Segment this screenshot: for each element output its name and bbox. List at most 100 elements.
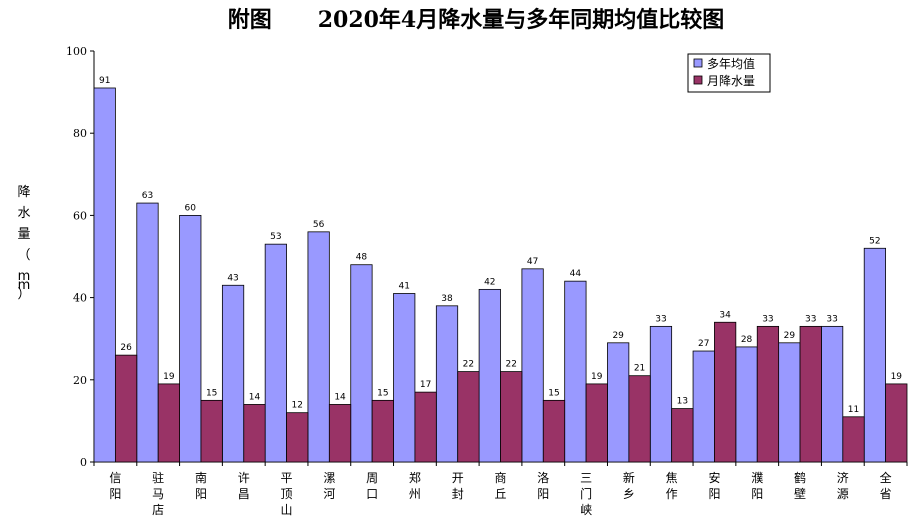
bar-precipitation: [885, 383, 908, 463]
data-label: 47: [527, 257, 538, 267]
data-label: 19: [891, 372, 903, 382]
bar-precipitation: [243, 404, 266, 463]
data-label: 34: [719, 310, 731, 320]
category-label-char: 新: [623, 470, 635, 485]
data-label: 26: [120, 343, 132, 353]
bar-average: [221, 284, 245, 463]
data-label: 19: [163, 372, 175, 382]
bar-precipitation: [457, 371, 480, 463]
category-label: 三门峡: [580, 471, 592, 517]
category-label-char: 三: [580, 471, 592, 485]
chart-title: 附图 2020年4月降水量与多年同期均值比较图: [228, 7, 725, 33]
category-label-char: 鹤: [794, 470, 806, 485]
category-label-char: 阳: [537, 487, 549, 501]
data-label: 12: [292, 401, 303, 411]
bars: [93, 87, 908, 463]
bar-average: [521, 268, 544, 463]
data-label: 48: [356, 253, 368, 263]
category-label-char: 阳: [708, 487, 720, 501]
y-tick-label: 0: [80, 456, 87, 469]
bar-average: [435, 305, 459, 463]
bar-average: [692, 350, 715, 463]
bar-average: [307, 231, 330, 463]
category-label-char: 马: [152, 487, 164, 501]
bar-precipitation: [414, 391, 437, 463]
category-label-char: 门: [580, 486, 592, 501]
data-label: 33: [762, 314, 773, 324]
category-label-char: 周: [366, 471, 378, 485]
bar-precipitation: [371, 399, 394, 463]
y-axis-label-char: m: [18, 278, 31, 293]
category-label: 洛阳: [537, 470, 549, 501]
category-label-char: 南: [195, 470, 207, 485]
data-label: 60: [185, 203, 197, 213]
bar-precipitation: [286, 412, 309, 463]
y-axis-label-char: （: [17, 248, 30, 263]
category-label-char: 阳: [109, 487, 121, 501]
category-label: 鹤壁: [794, 470, 806, 501]
category-label-char: 开: [452, 471, 464, 485]
category-label: 驻马店: [152, 470, 164, 517]
category-label-char: 阳: [751, 487, 763, 501]
y-axis-label-char: m: [18, 269, 31, 284]
category-label-char: 丘: [494, 487, 506, 501]
category-label: 焦作: [666, 471, 678, 501]
y-axis-label-char: ）: [17, 287, 30, 302]
data-label: 27: [698, 339, 709, 349]
bar-precipitation: [714, 321, 737, 463]
bar-average: [393, 293, 416, 463]
bar-average: [821, 325, 844, 463]
category-label-char: 焦: [666, 471, 678, 485]
data-label: 33: [655, 314, 666, 324]
data-label: 91: [99, 76, 110, 86]
bar-average: [735, 346, 758, 463]
data-label: 33: [826, 314, 837, 324]
category-label: 南阳: [195, 470, 207, 501]
data-label: 43: [227, 273, 238, 283]
bar-average: [607, 342, 630, 463]
category-label-char: 顶: [281, 487, 293, 501]
category-label: 周口: [366, 471, 378, 501]
category-label-char: 店: [152, 503, 164, 517]
bar-average: [136, 202, 159, 463]
data-label: 53: [270, 232, 281, 242]
data-label: 29: [612, 331, 624, 341]
category-label-char: 口: [366, 487, 378, 501]
y-tick-label: 80: [73, 127, 87, 140]
bar-precipitation: [799, 325, 822, 463]
y-tick-label: 60: [73, 209, 87, 222]
category-label-char: 封: [452, 487, 464, 501]
data-label: 15: [548, 388, 559, 398]
y-tick-label: 100: [66, 45, 87, 58]
category-label-char: 乡: [623, 487, 635, 501]
category-label: 济源: [837, 470, 849, 501]
data-label: 13: [677, 397, 688, 407]
bar-precipitation: [157, 383, 180, 463]
category-label: 新乡: [623, 470, 635, 501]
category-label: 全省: [880, 470, 892, 501]
legend-label: 月降水量: [707, 74, 755, 88]
category-label-char: 安: [708, 470, 720, 485]
category-label-char: 州: [409, 487, 421, 501]
category-label: 商丘: [494, 470, 506, 501]
legend-swatch: [693, 75, 703, 85]
data-label: 41: [398, 281, 409, 291]
category-label-char: 驻: [152, 470, 164, 485]
data-label: 28: [741, 335, 753, 345]
category-label: 濮阳: [751, 470, 763, 501]
category-label-char: 平: [281, 471, 293, 485]
data-label: 22: [463, 360, 474, 370]
data-label: 14: [334, 392, 346, 402]
y-axis-label-char: 降: [17, 185, 30, 200]
legend-label: 多年均值: [707, 56, 755, 71]
category-label-char: 河: [323, 487, 335, 501]
data-label: 63: [142, 191, 153, 201]
data-label: 44: [570, 269, 582, 279]
bar-average: [863, 247, 887, 463]
bar-precipitation: [756, 325, 780, 463]
bar-average: [350, 264, 373, 463]
data-label: 38: [441, 294, 453, 304]
data-label: 29: [784, 331, 796, 341]
category-label-char: 许: [238, 471, 250, 485]
data-label: 14: [249, 392, 261, 402]
